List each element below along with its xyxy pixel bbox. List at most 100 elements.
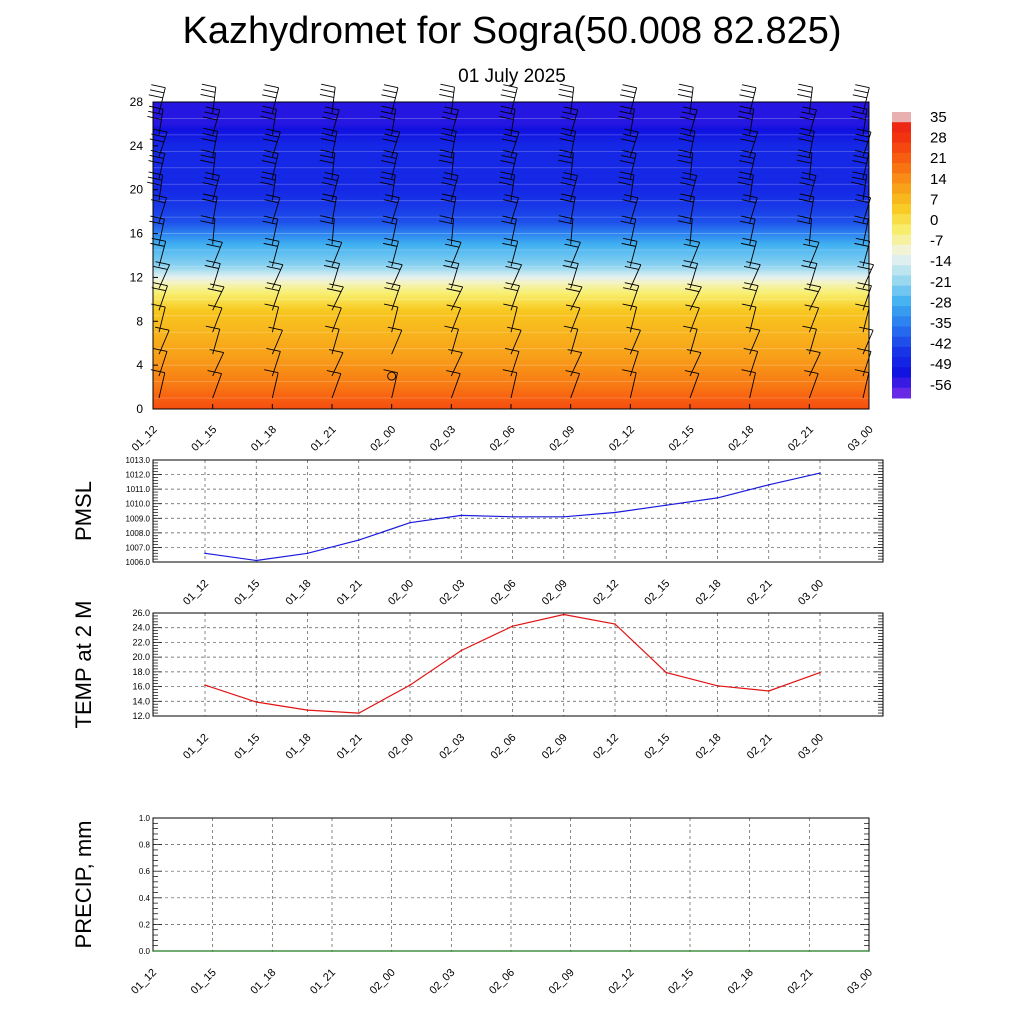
x-tick-label: 02_18 [726, 967, 756, 997]
wind-barb [380, 105, 397, 135]
x-tick-label: 01_12 [129, 967, 159, 997]
wind-barb [624, 347, 639, 377]
wind-barb [155, 326, 170, 355]
wind-barb [797, 215, 813, 245]
y-tick-label: 0.8 [139, 841, 151, 850]
y-tick-label: 14.0 [132, 696, 150, 706]
wind-barb [621, 237, 638, 267]
y-tick-label: 1008.0 [126, 529, 151, 538]
colorbar-segment [892, 142, 911, 154]
wind-barb [148, 84, 166, 114]
data-point [614, 623, 616, 625]
wind-barb [564, 238, 581, 267]
x-tick-label: 03_00 [846, 424, 876, 454]
wind-barb [804, 283, 822, 311]
data-point [409, 521, 411, 524]
wind-barb [319, 149, 336, 179]
y-tick-label: 1012.0 [126, 471, 151, 480]
colorbar-segment [892, 367, 911, 379]
wind-barb [147, 105, 164, 135]
data-point [204, 552, 206, 555]
section-panel: 0 4 8 12 16 20 24 28 01_12 01_15 01_18 01_21 02_00 02… [130, 83, 876, 454]
data-point [460, 514, 463, 517]
colorbar-segment [892, 377, 911, 389]
wind-barb [855, 303, 870, 333]
wind-barb [202, 193, 218, 223]
wind-barb [798, 127, 815, 157]
colorbar-segment [892, 132, 911, 144]
y-tick-label: 0 [136, 402, 143, 416]
x-tick-label: 02_03 [428, 424, 458, 454]
plot-frame [152, 612, 884, 717]
colorbar-label: 35 [930, 109, 947, 126]
wind-barb [560, 172, 578, 201]
wind-barb [320, 127, 338, 157]
wind-barb [386, 261, 403, 289]
wind-barb [739, 215, 756, 245]
wind-barb [268, 326, 283, 355]
wind-barb [438, 149, 455, 179]
wind-barb [500, 149, 518, 179]
wind-barb [440, 193, 457, 223]
colorbar-label: -7 [930, 233, 943, 250]
colorbar-label: -35 [930, 315, 952, 332]
precip-panel: 0.0 0.2 0.4 0.6 0.8 1.0 01_12 01_15 01_18 01_21 02… [71, 814, 875, 997]
wind-barb [677, 83, 694, 114]
wind-barb [853, 215, 869, 245]
data-point [716, 497, 719, 499]
x-tick-label: 01_12 [181, 578, 211, 608]
colorbar-label: -42 [930, 336, 952, 353]
wind-barb [261, 149, 279, 179]
x-tick-label: 01_21 [309, 424, 339, 454]
wind-barb [264, 369, 279, 399]
wind-barb [741, 303, 757, 333]
wind-barb [797, 83, 813, 114]
data-point [306, 709, 309, 711]
x-tick-label: 02_06 [489, 578, 519, 608]
x-tick-label: 02_09 [547, 424, 577, 454]
wind-barb [739, 149, 756, 179]
colorbar-segment [892, 285, 911, 297]
wind-barb [260, 105, 277, 135]
colorbar-segment [892, 193, 911, 205]
x-tick-label: 01_21 [308, 967, 338, 997]
y-tick-label: 28 [130, 95, 144, 109]
page-title: Kazhydromet for Sogra(50.008 82.825) [182, 10, 842, 52]
x-tick-label: 02_15 [642, 732, 672, 762]
wind-barb [683, 238, 701, 267]
axis-title: TEMP at 2 M [71, 601, 96, 729]
colorbar-segment [892, 183, 911, 195]
y-tick-label: 24.0 [132, 623, 150, 633]
wind-barb [677, 149, 694, 179]
y-tick-label: 0.4 [139, 894, 151, 903]
wind-barb [500, 84, 518, 114]
colorbar-segment [892, 265, 911, 276]
data-point [255, 701, 258, 703]
wind-barb [440, 127, 457, 157]
wind-barb [740, 237, 757, 267]
x-tick-label: 02_18 [694, 732, 724, 762]
wind-barb [205, 325, 221, 355]
wind-barb [266, 261, 284, 289]
y-tick-label: 1009.0 [126, 514, 151, 523]
colorbar-label: 14 [930, 171, 947, 188]
data-point [748, 950, 751, 952]
wind-barb [558, 83, 575, 114]
wind-barb [560, 193, 576, 223]
wind-barb [859, 326, 874, 355]
wind-barb [851, 105, 868, 135]
colorbar-segment [892, 244, 911, 256]
data-point [152, 950, 154, 952]
data-point [808, 950, 811, 952]
wind-barb [740, 128, 759, 157]
wind-barb [562, 260, 579, 289]
colorbar-label: 0 [930, 212, 938, 229]
x-tick-label: 02_21 [745, 578, 775, 608]
data-point [255, 559, 258, 562]
data-point [767, 483, 770, 486]
axis-title: PRECIP, mm [71, 821, 96, 949]
wind-barb [325, 325, 340, 355]
data-point [271, 950, 274, 952]
data-point [510, 950, 512, 952]
